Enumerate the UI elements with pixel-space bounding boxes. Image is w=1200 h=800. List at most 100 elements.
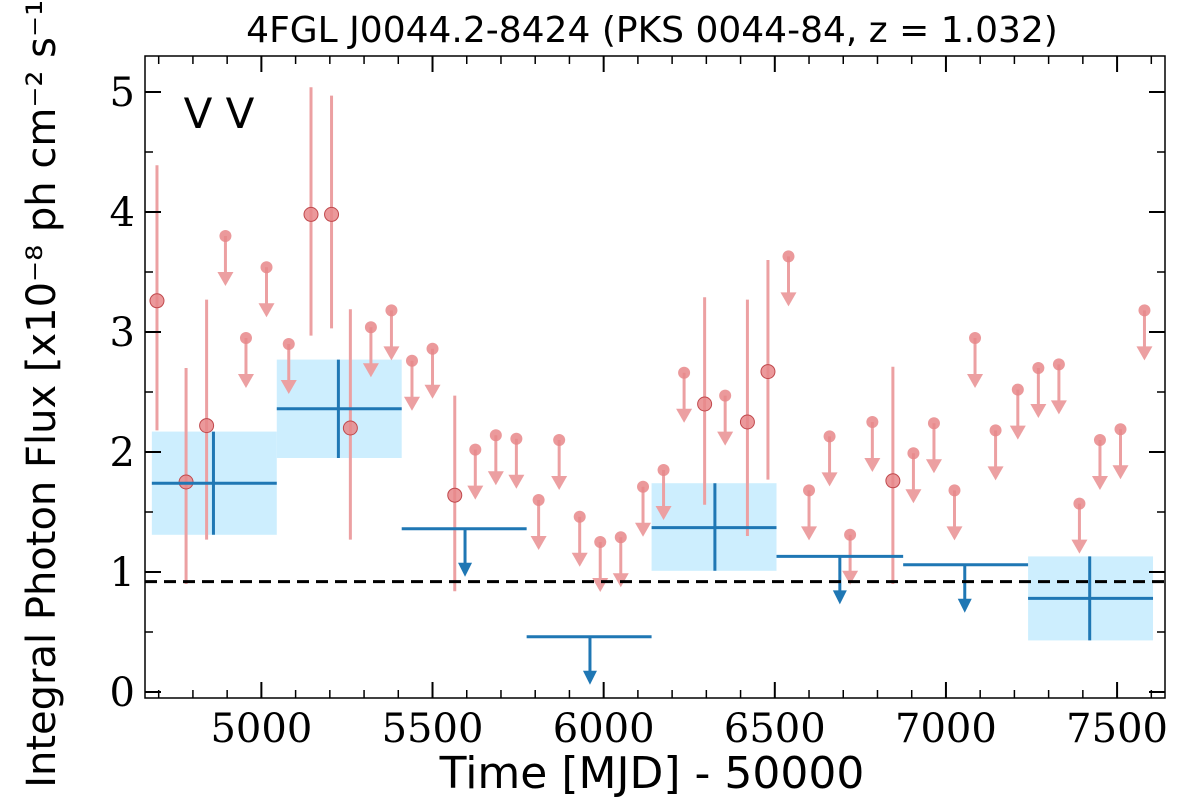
band-marker-0: V — [184, 89, 213, 138]
ul-arrow-head-24 — [655, 506, 672, 520]
ul-arrow-head-16 — [487, 471, 504, 486]
y-tick-label-5: 5 — [110, 70, 135, 116]
red-point-24 — [657, 464, 670, 476]
band-marker-1: V — [226, 89, 255, 138]
red-point-27 — [719, 389, 732, 402]
y-tick-label-0: 0 — [110, 670, 135, 716]
ul-arrow-head-33 — [842, 570, 859, 585]
red-point-7 — [303, 206, 319, 222]
red-point-36 — [907, 447, 920, 460]
ul-arrow-head-40 — [987, 466, 1004, 481]
red-point-45 — [1093, 434, 1106, 446]
x-tick-label-5: 7500 — [1066, 706, 1168, 752]
ul-arrow-head-42 — [1030, 404, 1047, 418]
red-point-47 — [1138, 304, 1151, 317]
ul-arrow-head-32 — [821, 472, 838, 487]
red-point-13 — [426, 342, 439, 355]
ul-arrow-head-15 — [467, 485, 484, 500]
y-tick-label-3: 3 — [110, 310, 135, 356]
red-point-46 — [1114, 423, 1127, 436]
red-point-26 — [697, 396, 713, 412]
ul-arrow-head-23 — [635, 522, 652, 537]
red-point-31 — [803, 484, 816, 497]
red-point-25 — [678, 366, 691, 379]
x-tick-label-0: 5000 — [210, 706, 312, 752]
ul-arrow-head-34 — [864, 458, 881, 472]
ul-arrow-head-45 — [1091, 476, 1108, 490]
red-point-43 — [1052, 358, 1065, 371]
red-point-42 — [1032, 362, 1045, 374]
red-point-8 — [324, 206, 340, 222]
red-point-29 — [760, 364, 776, 380]
ul-arrow-head-46 — [1112, 465, 1129, 480]
ul-arrow-head-10 — [362, 363, 379, 378]
red-point-34 — [866, 416, 879, 428]
ul-arrow-head-41 — [1009, 425, 1026, 440]
plot-frame — [144, 55, 1166, 699]
ul-arrow-head-4 — [237, 374, 254, 388]
red-point-14 — [447, 487, 463, 503]
red-point-9 — [342, 420, 358, 436]
x-tick-label-3: 6500 — [724, 706, 826, 752]
y-tick-label-2: 2 — [110, 430, 135, 476]
x-tick-label-1: 5500 — [382, 706, 484, 752]
chart-title: 4FGL J0044.2-8424 (PKS 0044-84, z = 1.03… — [246, 10, 1058, 51]
x-tick-label-4: 7000 — [895, 706, 997, 752]
x-tick-label-2: 6000 — [553, 706, 655, 752]
red-point-0 — [149, 293, 165, 309]
ul-arrow-head-17 — [508, 474, 525, 489]
red-point-28 — [739, 414, 755, 430]
red-point-4 — [239, 332, 252, 344]
red-point-11 — [385, 304, 398, 317]
bin-ul-head-3 — [582, 670, 597, 685]
red-point-12 — [405, 354, 418, 367]
red-point-32 — [823, 430, 836, 443]
red-point-37 — [927, 417, 940, 430]
ul-arrow-head-19 — [551, 476, 568, 490]
red-point-44 — [1073, 497, 1086, 510]
ul-arrow-head-47 — [1136, 346, 1153, 361]
ul-arrow-head-43 — [1050, 400, 1067, 415]
ul-arrow-head-13 — [424, 384, 441, 399]
red-point-2 — [199, 418, 215, 434]
red-point-23 — [637, 480, 650, 493]
ul-arrow-head-39 — [967, 374, 984, 388]
ul-arrow-head-30 — [780, 292, 797, 307]
red-point-35 — [885, 473, 901, 489]
bin-ul-head-6 — [957, 598, 972, 613]
ul-arrow-head-3 — [217, 272, 234, 286]
ul-arrow-head-25 — [676, 408, 693, 423]
red-point-22 — [614, 531, 627, 544]
ul-arrow-head-44 — [1071, 539, 1088, 554]
ul-arrow-head-37 — [925, 459, 942, 474]
y-tick-label-4: 4 — [110, 190, 135, 236]
red-point-19 — [553, 434, 566, 446]
plot-area — [145, 87, 1165, 685]
bin-ul-head-5 — [832, 590, 847, 605]
red-point-15 — [469, 443, 482, 456]
ul-arrow-head-12 — [403, 396, 420, 411]
red-point-38 — [948, 484, 961, 497]
red-point-41 — [1011, 383, 1024, 396]
bin-ul-head-2 — [458, 562, 473, 577]
red-point-3 — [219, 230, 232, 242]
ul-arrow-head-36 — [905, 489, 922, 504]
y-tick-label-1: 1 — [110, 550, 135, 596]
red-point-20 — [573, 510, 586, 523]
red-point-5 — [260, 261, 273, 274]
ul-arrow-head-27 — [717, 431, 734, 446]
y-axis-label: Integral Photon Flux [x10⁻⁸ ph cm⁻² s⁻¹] — [19, 0, 65, 788]
ul-arrow-head-31 — [801, 526, 818, 541]
red-point-39 — [969, 332, 982, 344]
ul-arrow-head-18 — [530, 536, 547, 550]
red-point-30 — [782, 250, 795, 263]
ul-arrow-head-5 — [258, 303, 275, 318]
x-axis-label: Time [MJD] - 50000 — [439, 748, 865, 799]
ul-arrow-head-11 — [383, 346, 400, 361]
red-point-18 — [532, 494, 545, 506]
ul-arrow-head-38 — [946, 526, 963, 541]
red-point-10 — [364, 321, 377, 334]
